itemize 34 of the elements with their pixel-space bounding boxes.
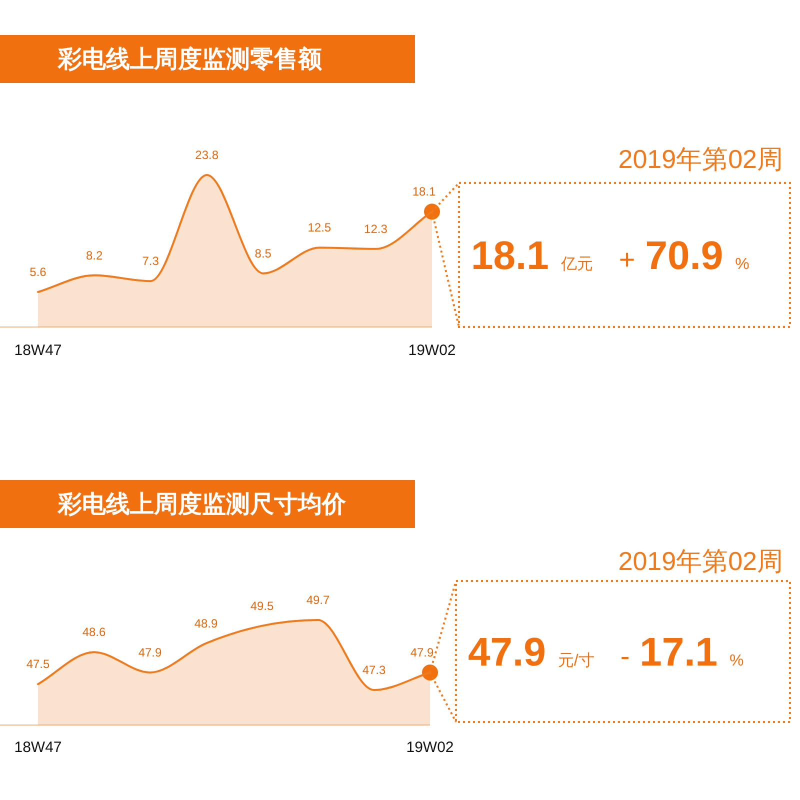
data-label: 47.9	[138, 646, 162, 660]
data-label: 23.8	[195, 148, 219, 162]
data-label: 47.3	[362, 663, 386, 677]
text: 17.1	[640, 630, 718, 674]
data-label: 18.1	[412, 184, 436, 199]
data-label: 8.2	[86, 248, 103, 262]
text: %	[730, 652, 744, 670]
text: 元/寸	[558, 652, 594, 670]
x-tick-label: 18W47	[14, 739, 62, 756]
data-label: 49.5	[250, 598, 274, 613]
text: %	[735, 256, 750, 273]
text: 18.1	[471, 234, 549, 278]
data-label: 5.6	[30, 265, 47, 279]
data-label: 12.5	[308, 220, 332, 235]
chart-title: 彩电线上周度监测尺寸均价	[57, 491, 347, 518]
data-label: 47.5	[26, 657, 50, 672]
data-label: 48.6	[82, 625, 106, 640]
text: 2019年第02周	[618, 144, 783, 174]
text: 47.9	[468, 630, 546, 674]
data-label: 48.9	[194, 616, 218, 630]
x-tick-label: 18W47	[14, 342, 62, 359]
text: -	[620, 640, 630, 672]
data-label: 49.7	[306, 593, 330, 607]
x-tick-label: 19W02	[408, 342, 456, 359]
text: +	[618, 244, 636, 275]
data-label: 7.3	[142, 254, 160, 268]
data-label: 8.5	[254, 246, 272, 260]
data-label: 47.9	[410, 646, 434, 660]
data-label: 12.3	[364, 222, 388, 236]
text: 2019年第02周	[618, 546, 783, 576]
x-tick-label: 19W02	[406, 739, 454, 756]
text: 70.9	[645, 234, 724, 278]
chart-title: 彩电线上周度监测零售额	[57, 46, 323, 73]
text: 亿元	[560, 256, 593, 273]
